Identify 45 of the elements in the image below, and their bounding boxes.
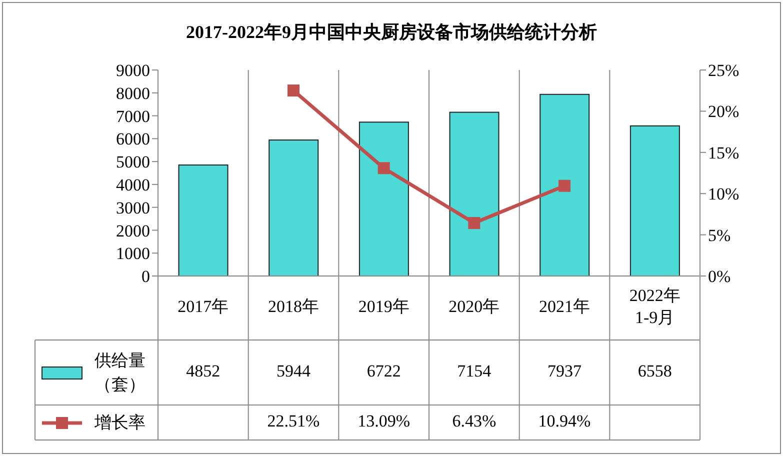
- y-tick-label: 0: [142, 267, 150, 286]
- data-label: 5944: [276, 361, 311, 380]
- x-tick-label: 2017年: [178, 296, 229, 316]
- y2-tick-label: 0%: [708, 267, 731, 286]
- x-tick-label: 2019年: [358, 296, 410, 316]
- y-tick-label: 6000: [116, 130, 150, 149]
- data-label: 4852: [186, 361, 220, 380]
- bar: [630, 125, 680, 276]
- chart-title: 2017-2022年9月中国中央厨房设备市场供给统计分析: [185, 21, 598, 44]
- legend-label: 增长率: [94, 412, 146, 434]
- y-tick-label: 7000: [116, 106, 150, 126]
- bar: [358, 122, 409, 276]
- bar: [540, 94, 590, 276]
- bar: [449, 112, 500, 276]
- point: [558, 180, 570, 192]
- y-tick-label: 8000: [116, 84, 150, 103]
- point: [288, 84, 300, 97]
- y-tick-label: 4000: [116, 175, 150, 194]
- data-label: 10.94%: [538, 411, 591, 430]
- y-tick-label: 3000: [116, 198, 150, 218]
- point: [468, 217, 480, 230]
- data-label: 7937: [548, 361, 582, 380]
- y2-tick-label: 5%: [708, 226, 731, 245]
- legend-label: 供给量（套）: [94, 350, 146, 396]
- bar: [268, 139, 319, 276]
- y-tick-label: 1000: [116, 244, 150, 264]
- y2-tick-label: 10%: [708, 184, 740, 204]
- y-tick-label: 5000: [116, 152, 150, 172]
- data-label: 22.51%: [267, 411, 320, 430]
- y-tick-label: 2000: [116, 221, 150, 240]
- bar: [178, 164, 228, 276]
- y2-tick-label: 15%: [708, 143, 740, 162]
- y2-tick-label: 20%: [708, 102, 740, 122]
- y2-tick-label: 25%: [708, 61, 740, 80]
- data-label: 6.43%: [452, 411, 496, 430]
- x-tick-label: 2022年 1-9月: [629, 286, 680, 327]
- point: [378, 162, 390, 174]
- data-label: 6558: [638, 361, 672, 380]
- data-label: 7154: [457, 361, 492, 380]
- y-tick-label: 9000: [116, 61, 150, 80]
- x-tick-label: 2018年: [268, 296, 319, 316]
- data-label: 13.09%: [358, 411, 410, 430]
- x-tick-label: 2020年: [448, 296, 500, 316]
- x-tick-label: 2021年: [539, 296, 590, 316]
- data-label: 6722: [366, 361, 401, 380]
